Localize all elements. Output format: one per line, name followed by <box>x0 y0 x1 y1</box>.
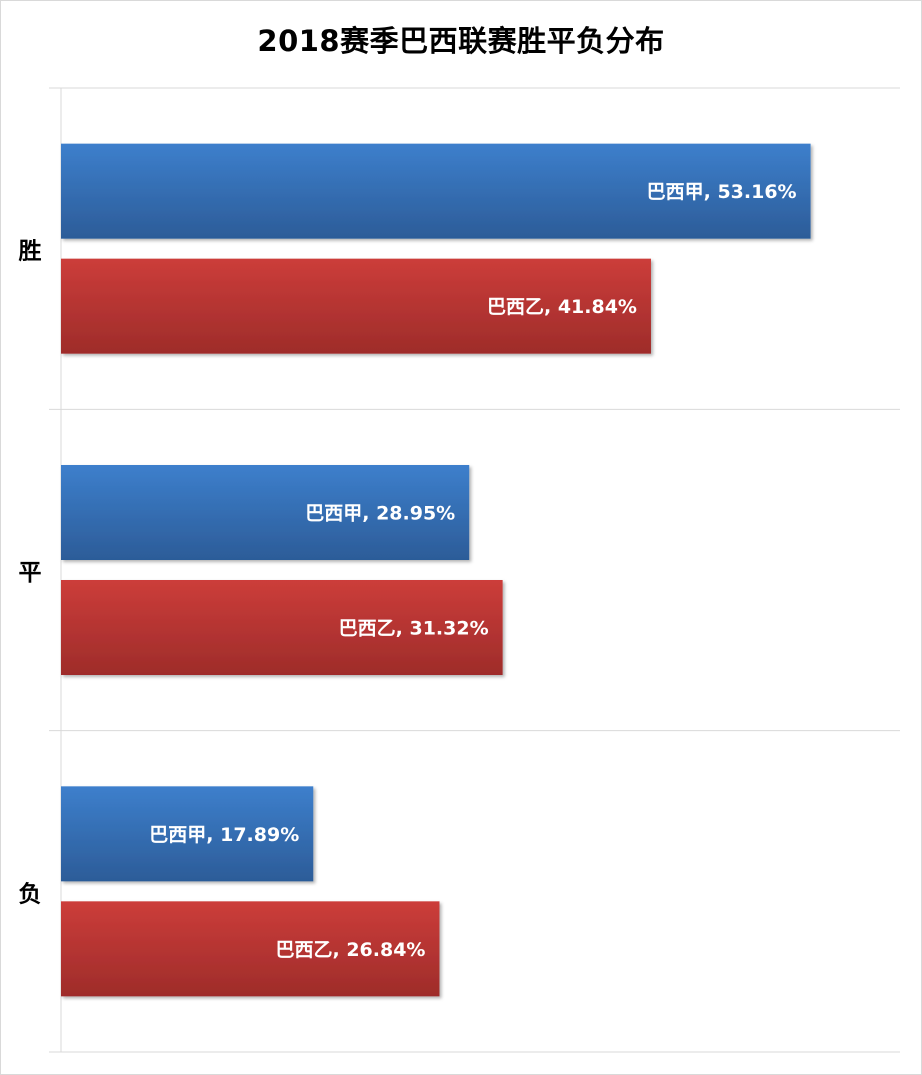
data-label: 巴西乙, 41.84% <box>487 296 637 318</box>
bar-serie-a-1 <box>61 465 470 560</box>
chart-title: 2018赛季巴西联赛胜平负分布 <box>257 24 665 58</box>
category-label: 胜 <box>19 239 42 265</box>
bar-serie-b-1 <box>61 580 503 675</box>
bar-serie-b-0 <box>61 258 651 354</box>
data-label: 巴西甲, 28.95% <box>305 503 455 525</box>
category-label: 负 <box>19 881 42 907</box>
bar-serie-a-2 <box>61 786 314 882</box>
data-label: 巴西乙, 26.84% <box>275 939 425 961</box>
bar-serie-a-0 <box>61 143 811 239</box>
data-label: 巴西甲, 53.16% <box>647 181 797 203</box>
data-label: 巴西甲, 17.89% <box>149 824 299 846</box>
bar-serie-b-2 <box>61 901 440 997</box>
category-label: 平 <box>19 560 42 586</box>
data-label: 巴西乙, 31.32% <box>339 618 489 640</box>
